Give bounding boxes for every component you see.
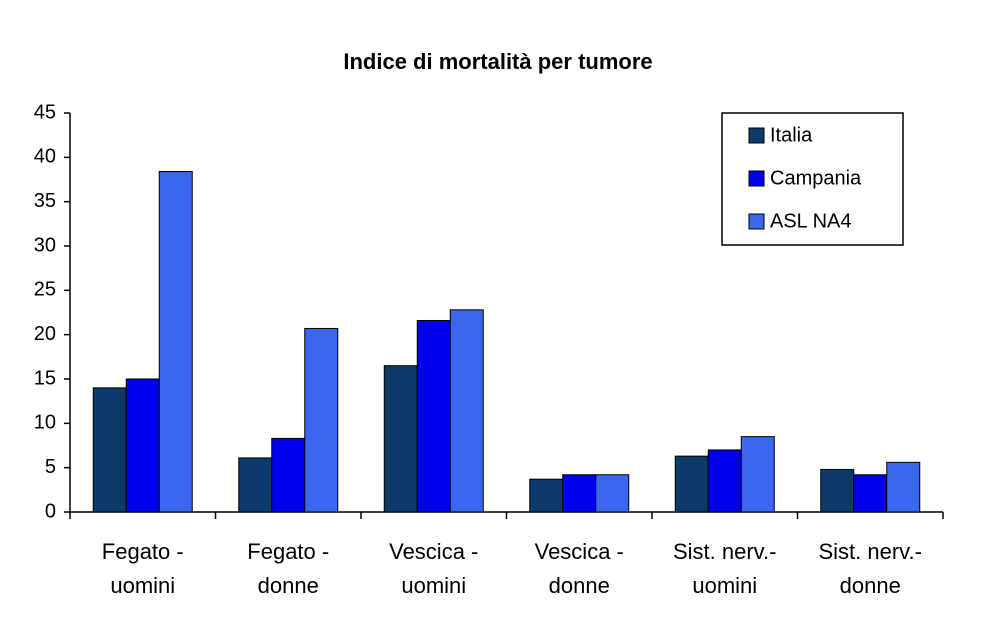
bar <box>92 387 127 513</box>
chart-title: Indice di mortalità per tumore <box>343 49 652 74</box>
legend-swatch <box>748 213 765 230</box>
legend-label: ASL NA4 <box>770 210 852 232</box>
x-tick-label: Vescica - uomini <box>389 539 479 598</box>
x-tick-label: Vescica - donne <box>534 539 624 598</box>
x-tick-label: Sist. nerv.- uomini <box>672 539 777 598</box>
bar <box>238 457 273 513</box>
legend-label: Campania <box>770 167 862 189</box>
bar <box>529 478 564 513</box>
legend-swatch <box>748 127 765 144</box>
bar <box>449 309 484 513</box>
bar <box>707 449 742 513</box>
bar <box>383 365 418 513</box>
legend-swatch <box>748 170 765 187</box>
y-tick-label: 20 <box>34 323 56 345</box>
y-tick-label: 35 <box>34 190 56 212</box>
y-tick-label: 30 <box>34 234 56 256</box>
legend-label: Italia <box>770 124 813 146</box>
y-tick-label: 10 <box>34 412 56 434</box>
y-tick-label: 0 <box>45 500 56 522</box>
bar <box>304 327 339 513</box>
bar <box>562 474 597 513</box>
y-tick-label: 45 <box>34 101 56 123</box>
x-tick-label: Fegato - uomini <box>101 539 184 598</box>
bar <box>886 461 921 513</box>
bar <box>416 319 451 513</box>
y-tick-label: 15 <box>34 367 56 389</box>
bar <box>740 436 775 513</box>
x-tick-label: Fegato - donne <box>247 539 330 598</box>
bar <box>820 468 855 513</box>
x-tick-label: Sist. nerv.- donne <box>818 539 922 598</box>
y-tick-label: 40 <box>34 146 56 168</box>
bar <box>271 437 306 513</box>
bar <box>125 378 160 513</box>
y-tick-label: 25 <box>34 279 56 301</box>
bar <box>595 474 630 513</box>
bar <box>674 455 709 513</box>
bar <box>853 474 888 513</box>
y-tick-label: 5 <box>45 456 56 478</box>
bar <box>158 171 193 513</box>
